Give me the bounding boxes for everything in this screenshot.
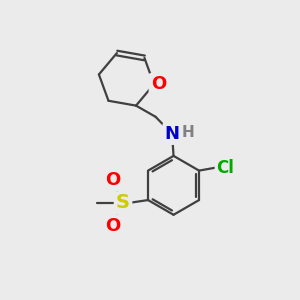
Text: Cl: Cl (217, 159, 235, 177)
Text: H: H (182, 125, 195, 140)
Text: O: O (105, 171, 120, 189)
Text: N: N (165, 125, 180, 143)
Text: S: S (116, 194, 130, 212)
Text: O: O (151, 75, 166, 93)
Text: O: O (105, 217, 120, 235)
